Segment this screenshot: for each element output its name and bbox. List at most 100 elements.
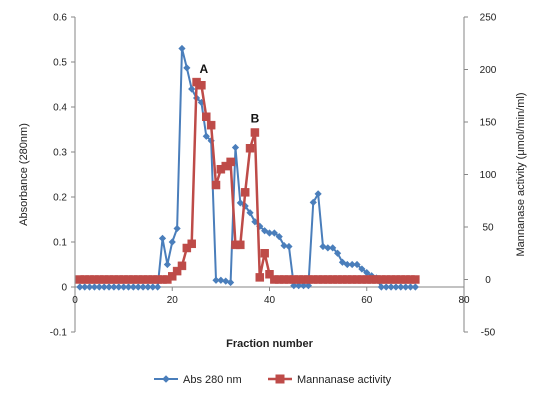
legend-label: Abs 280 nm <box>183 374 242 386</box>
data-point-diamond <box>76 283 84 291</box>
data-point-diamond <box>246 209 254 217</box>
x-tick-label: 60 <box>361 295 373 306</box>
data-point-diamond <box>397 283 405 291</box>
data-point-square <box>255 273 265 282</box>
data-point-diamond <box>158 234 167 242</box>
data-point-square <box>168 272 177 281</box>
data-point-diamond <box>120 283 128 291</box>
data-point-square <box>211 180 221 190</box>
y-axis-right-title: Mannanase activity (μmol/min/ml) <box>515 92 527 256</box>
y-left-tick-label: 0.2 <box>53 193 67 204</box>
x-tick-label: 40 <box>264 295 276 306</box>
data-point-diamond <box>95 283 103 291</box>
data-point-square <box>187 239 196 249</box>
data-point-square <box>236 240 245 250</box>
y-left-tick-label: 0 <box>61 283 67 294</box>
data-point-diamond <box>124 283 133 291</box>
data-point-diamond <box>265 229 274 237</box>
data-point-diamond <box>319 242 327 251</box>
data-point-diamond <box>314 190 322 198</box>
data-point-diamond <box>256 222 264 230</box>
data-point-diamond <box>382 283 390 291</box>
y-left-tick-label: -0.1 <box>50 328 68 339</box>
x-tick-label: 80 <box>458 295 470 306</box>
data-point-diamond <box>295 282 303 290</box>
x-tick-label: 20 <box>167 295 179 306</box>
data-point-diamond <box>183 64 191 72</box>
data-point-diamond <box>275 233 283 241</box>
data-point-diamond <box>251 218 259 226</box>
data-point-diamond <box>202 132 210 140</box>
data-point-diamond <box>402 283 410 291</box>
data-point-diamond <box>85 283 94 291</box>
data-point-diamond <box>358 265 366 273</box>
data-point-diamond <box>90 283 99 291</box>
data-point-square <box>226 157 235 167</box>
data-point-diamond <box>139 283 147 291</box>
y-right-tick-label: 50 <box>482 223 494 234</box>
legend-marker-square <box>275 374 285 384</box>
x-tick-label: 0 <box>72 295 78 306</box>
data-point-diamond <box>212 276 220 284</box>
data-point-diamond <box>406 283 415 291</box>
data-point-diamond <box>115 283 123 291</box>
data-point-diamond <box>329 244 337 252</box>
y-right-tick-label: 200 <box>480 65 497 76</box>
data-point-diamond <box>236 199 244 207</box>
annotation-label: B <box>251 111 260 125</box>
y-right-tick-label: -50 <box>481 328 496 339</box>
data-point-diamond <box>353 260 361 269</box>
data-point-diamond <box>343 260 351 269</box>
legend-marker-diamond <box>162 375 170 383</box>
x-axis-title: Fraction number <box>226 338 314 350</box>
data-point-diamond <box>392 283 400 291</box>
data-point-square <box>240 188 250 197</box>
data-point-diamond <box>188 85 196 93</box>
data-point-diamond <box>348 260 356 269</box>
legend-label: Mannanase activity <box>297 374 392 386</box>
y-right-tick-label: 250 <box>480 13 497 24</box>
data-point-diamond <box>173 224 181 233</box>
data-point-diamond <box>299 282 308 290</box>
data-point-square <box>172 266 182 276</box>
data-point-diamond <box>154 283 162 291</box>
data-point-diamond <box>309 198 317 206</box>
data-point-diamond <box>363 269 371 277</box>
data-point-diamond <box>163 260 171 269</box>
data-point-diamond <box>377 283 385 291</box>
data-point-diamond <box>411 283 419 291</box>
data-point-square <box>206 120 216 130</box>
data-point-diamond <box>110 283 118 291</box>
data-point-square <box>260 249 269 258</box>
y-left-tick-label: 0.6 <box>53 13 67 24</box>
y-left-tick-label: 0.3 <box>53 148 67 159</box>
y-right-tick-label: 0 <box>485 275 491 286</box>
data-point-diamond <box>178 44 186 53</box>
y-left-tick-label: 0.5 <box>53 58 67 69</box>
data-point-diamond <box>81 283 89 291</box>
data-point-square <box>177 261 187 271</box>
data-point-diamond <box>129 283 137 291</box>
data-point-diamond <box>149 283 157 291</box>
y-right-tick-label: 150 <box>480 118 497 129</box>
data-point-diamond <box>168 238 176 246</box>
data-point-diamond <box>270 229 278 237</box>
data-point-diamond <box>387 283 395 291</box>
series-line-2 <box>79 80 416 281</box>
annotation-label: A <box>200 62 209 76</box>
data-point-square <box>202 112 211 121</box>
data-point-diamond <box>285 242 293 251</box>
data-point-diamond <box>100 283 108 291</box>
data-point-diamond <box>217 276 225 284</box>
data-point-diamond <box>280 242 288 250</box>
y-left-tick-label: 0.4 <box>53 103 67 114</box>
data-point-square <box>265 270 274 279</box>
data-point-diamond <box>134 283 142 291</box>
data-point-diamond <box>304 282 312 290</box>
data-point-diamond <box>227 278 235 287</box>
data-point-diamond <box>105 283 113 291</box>
data-point-square <box>411 275 420 284</box>
data-point-square <box>197 81 206 90</box>
data-point-diamond <box>231 143 240 152</box>
